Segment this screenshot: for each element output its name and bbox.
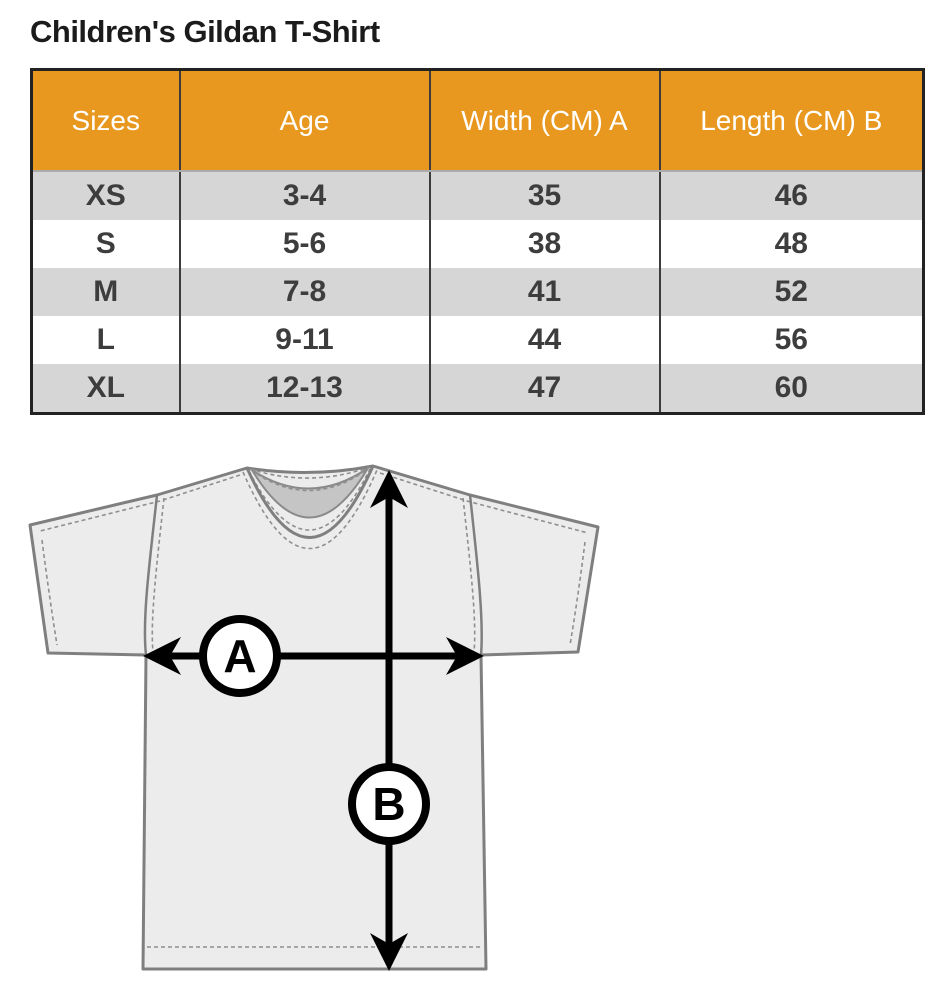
table-cell: 38 bbox=[428, 220, 661, 268]
collar-front-band-stitch bbox=[248, 468, 371, 531]
table-cell: 12-13 bbox=[178, 364, 431, 414]
table-row: L 9-11 44 56 bbox=[30, 316, 925, 364]
left-sleeve-hem-stitch bbox=[41, 539, 58, 646]
table-row: M 7-8 41 52 bbox=[30, 268, 925, 316]
table-cell: 60 bbox=[658, 364, 925, 414]
table-cell: S bbox=[30, 220, 181, 268]
length-marker-label: B bbox=[372, 778, 405, 830]
table-cell: 7-8 bbox=[178, 268, 431, 316]
table-row: S 5-6 38 48 bbox=[30, 220, 925, 268]
table-cell: 46 bbox=[658, 171, 925, 220]
column-header-sizes: Sizes bbox=[30, 69, 181, 172]
table-cell: XL bbox=[30, 364, 181, 414]
right-shoulder-stitch bbox=[379, 472, 589, 534]
table-cell: 41 bbox=[428, 268, 661, 316]
table-cell: 47 bbox=[428, 364, 661, 414]
width-arrow-left-head bbox=[143, 637, 181, 675]
width-marker-label: A bbox=[223, 630, 256, 682]
table-cell: 3-4 bbox=[178, 171, 431, 220]
table-cell: 9-11 bbox=[178, 316, 431, 364]
right-armhole-stitch bbox=[462, 497, 476, 653]
table-row: XS 3-4 35 46 bbox=[30, 171, 925, 220]
right-sleeve-hem-stitch bbox=[569, 541, 586, 646]
column-header-age: Age bbox=[178, 69, 431, 172]
left-shoulder-stitch bbox=[39, 474, 241, 532]
table-cell: 56 bbox=[658, 316, 925, 364]
table-cell: 48 bbox=[658, 220, 925, 268]
page-title: Children's Gildan T-Shirt bbox=[30, 14, 380, 49]
collar-band-stitch-2 bbox=[250, 467, 370, 492]
table-cell: XS bbox=[30, 171, 181, 220]
length-arrow-bottom-head bbox=[370, 933, 408, 971]
neckline-stitch bbox=[242, 469, 378, 550]
table-header-row: Sizes Age Width (CM) A Length (CM) B bbox=[30, 69, 925, 172]
table-row: XL 12-13 47 60 bbox=[30, 364, 925, 414]
column-header-width: Width (CM) A bbox=[428, 69, 661, 172]
tshirt-measurement-diagram: A B bbox=[28, 464, 600, 971]
table-cell: 52 bbox=[658, 268, 925, 316]
left-armhole-seam bbox=[143, 494, 159, 656]
neckline-seam bbox=[245, 465, 375, 539]
column-header-length: Length (CM) B bbox=[658, 69, 925, 172]
width-arrow-right-head bbox=[446, 637, 484, 675]
tshirt-outline bbox=[28, 464, 600, 971]
length-arrow-top-head bbox=[370, 470, 408, 508]
collar-band-stitch-1 bbox=[249, 466, 371, 479]
length-marker-badge bbox=[348, 763, 430, 845]
right-armhole-seam bbox=[468, 494, 483, 656]
table-cell: 44 bbox=[428, 316, 661, 364]
table-cell: 35 bbox=[428, 171, 661, 220]
size-chart-table: Sizes Age Width (CM) A Length (CM) B XS … bbox=[30, 68, 925, 415]
left-armhole-stitch bbox=[151, 497, 165, 653]
table-cell: 5-6 bbox=[178, 220, 431, 268]
table-cell: L bbox=[30, 316, 181, 364]
table-cell: M bbox=[30, 268, 181, 316]
width-marker-badge bbox=[199, 615, 281, 697]
